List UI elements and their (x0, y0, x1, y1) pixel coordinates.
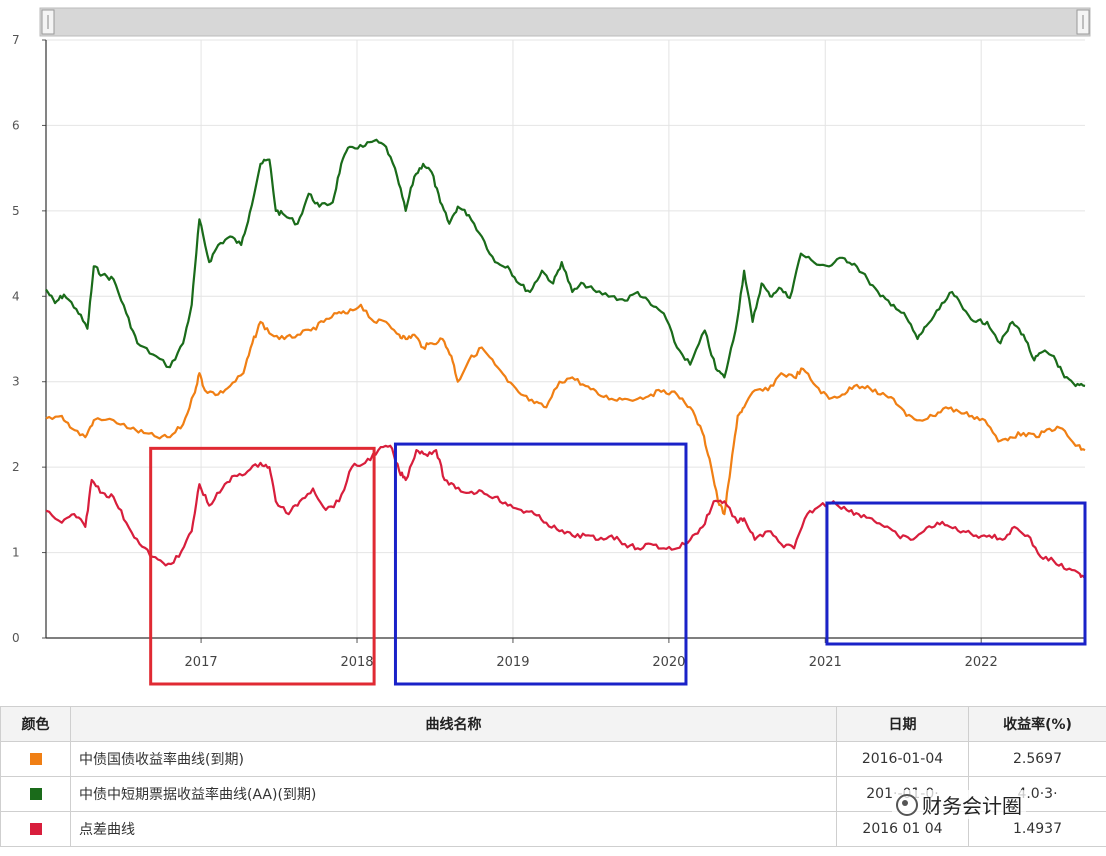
table-row: 中债国债收益率曲线(到期) 2016-01-04 2.5697 (0, 741, 1106, 777)
color-cell (0, 741, 71, 777)
y-tick-label: 0 (12, 631, 20, 645)
highlight-box-2 (825, 501, 1087, 646)
curve-date: 2016-01-04 (836, 741, 969, 777)
x-tick-label: 2018 (340, 655, 373, 670)
y-tick-label: 5 (12, 204, 20, 218)
red-square-icon (29, 823, 42, 835)
grid (46, 39, 1085, 638)
x-tick-label: 2021 (809, 655, 842, 670)
series-line-0 (45, 138, 1086, 388)
header-yield: 收益率(%) (968, 706, 1106, 742)
color-cell (0, 811, 71, 847)
header-color: 颜色 (0, 706, 71, 742)
range-navigator[interactable] (39, 7, 1091, 37)
curve-name: 中债国债收益率曲线(到期) (70, 741, 837, 777)
table-row: 中债中短期票据收益率曲线(AA)(到期) 201·-01-0· 4.0·3· (0, 776, 1106, 812)
wechat-logo-icon (896, 794, 918, 816)
yield-chart: 0 1 2 3 4 5 6 7 2017 2018 2019 2020 2021 2022 (12, 7, 1091, 686)
curve-name: 中债中短期票据收益率曲线(AA)(到期) (70, 776, 837, 812)
orange-square-icon (29, 753, 42, 765)
highlight-boxes (149, 442, 1087, 686)
highlight-box-1 (393, 442, 688, 686)
range-navigator-track[interactable] (39, 7, 1091, 37)
chart-area: 0 1 2 3 4 5 6 7 2017 2018 2019 2020 2021 2022 (12, 7, 1091, 686)
watermark-text: 财务会计圈 (922, 794, 1022, 818)
header-curve-name: 曲线名称 (70, 706, 837, 742)
highlight-box-0 (149, 446, 376, 686)
x-tick-label: 2020 (652, 655, 685, 670)
header-date: 日期 (836, 706, 969, 742)
curve-yield: 2.5697 (968, 741, 1106, 777)
y-tick-label: 7 (12, 33, 20, 47)
y-tick-label: 3 (12, 375, 20, 389)
y-tick-label: 4 (12, 289, 20, 303)
curve-yield: 1.4937 (968, 811, 1106, 847)
x-tick-label: 2019 (496, 655, 529, 670)
curve-name: 点差曲线 (70, 811, 837, 847)
watermark: 财务会计圈 (892, 790, 1026, 819)
color-cell (0, 776, 71, 812)
y-tick-label: 2 (12, 460, 20, 474)
y-tick-label: 1 (12, 546, 20, 560)
y-tick-label: 6 (12, 118, 20, 132)
series-line-2 (45, 444, 1086, 579)
x-tick-label: 2022 (965, 655, 998, 670)
series-lines (45, 138, 1086, 579)
curve-legend-table: 颜色 曲线名称 日期 收益率(%) 中债国债收益率曲线(到期) 2016-01-… (0, 706, 1106, 847)
green-square-icon (29, 788, 42, 800)
series-line-1 (45, 303, 1086, 516)
axes: 0 1 2 3 4 5 6 7 2017 2018 2019 2020 2021 2022 (12, 33, 1085, 670)
table-header-row: 颜色 曲线名称 日期 收益率(%) (0, 706, 1106, 742)
table-row: 点差曲线 2016 01 04 1.4937 (0, 811, 1106, 847)
x-tick-label: 2017 (185, 655, 218, 670)
